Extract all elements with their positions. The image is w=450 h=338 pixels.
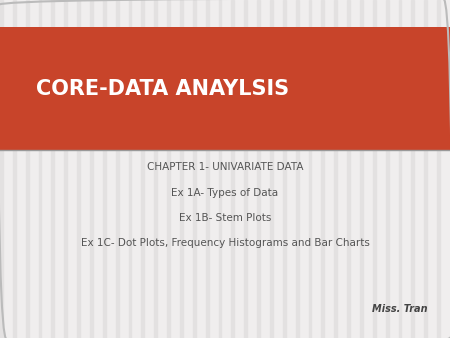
Bar — [321, 0, 324, 338]
Bar — [360, 0, 363, 338]
Bar — [206, 0, 209, 338]
Bar — [399, 0, 401, 338]
Bar — [386, 0, 389, 338]
Text: Miss. Tran: Miss. Tran — [372, 304, 428, 314]
Bar — [154, 0, 157, 338]
Text: CORE-DATA ANAYLSIS: CORE-DATA ANAYLSIS — [36, 79, 289, 99]
Bar — [219, 0, 221, 338]
Text: Ex 1C- Dot Plots, Frequency Histograms and Bar Charts: Ex 1C- Dot Plots, Frequency Histograms a… — [81, 238, 369, 248]
Text: Ex 1A- Types of Data: Ex 1A- Types of Data — [171, 188, 279, 198]
Bar — [270, 0, 273, 338]
Text: CHAPTER 1- UNIVARIATE DATA: CHAPTER 1- UNIVARIATE DATA — [147, 162, 303, 172]
Bar — [39, 0, 41, 338]
Bar — [373, 0, 376, 338]
Bar — [64, 0, 67, 338]
Bar — [437, 0, 440, 338]
Bar — [103, 0, 106, 338]
Bar — [77, 0, 80, 338]
Bar — [51, 0, 54, 338]
Bar — [309, 0, 311, 338]
Bar — [296, 0, 299, 338]
Bar — [244, 0, 247, 338]
Bar — [167, 0, 170, 338]
Bar — [0, 27, 450, 150]
Bar — [0, 0, 3, 338]
Bar — [13, 0, 16, 338]
Bar — [334, 0, 337, 338]
Text: Ex 1B- Stem Plots: Ex 1B- Stem Plots — [179, 213, 271, 223]
Bar — [26, 0, 29, 338]
Bar — [411, 0, 414, 338]
Bar — [90, 0, 93, 338]
Bar — [180, 0, 183, 338]
Bar — [347, 0, 350, 338]
Bar — [116, 0, 119, 338]
Bar — [129, 0, 131, 338]
Bar — [283, 0, 286, 338]
Bar — [193, 0, 196, 338]
Bar — [257, 0, 260, 338]
Bar — [231, 0, 234, 338]
Bar — [141, 0, 144, 338]
Bar — [424, 0, 427, 338]
